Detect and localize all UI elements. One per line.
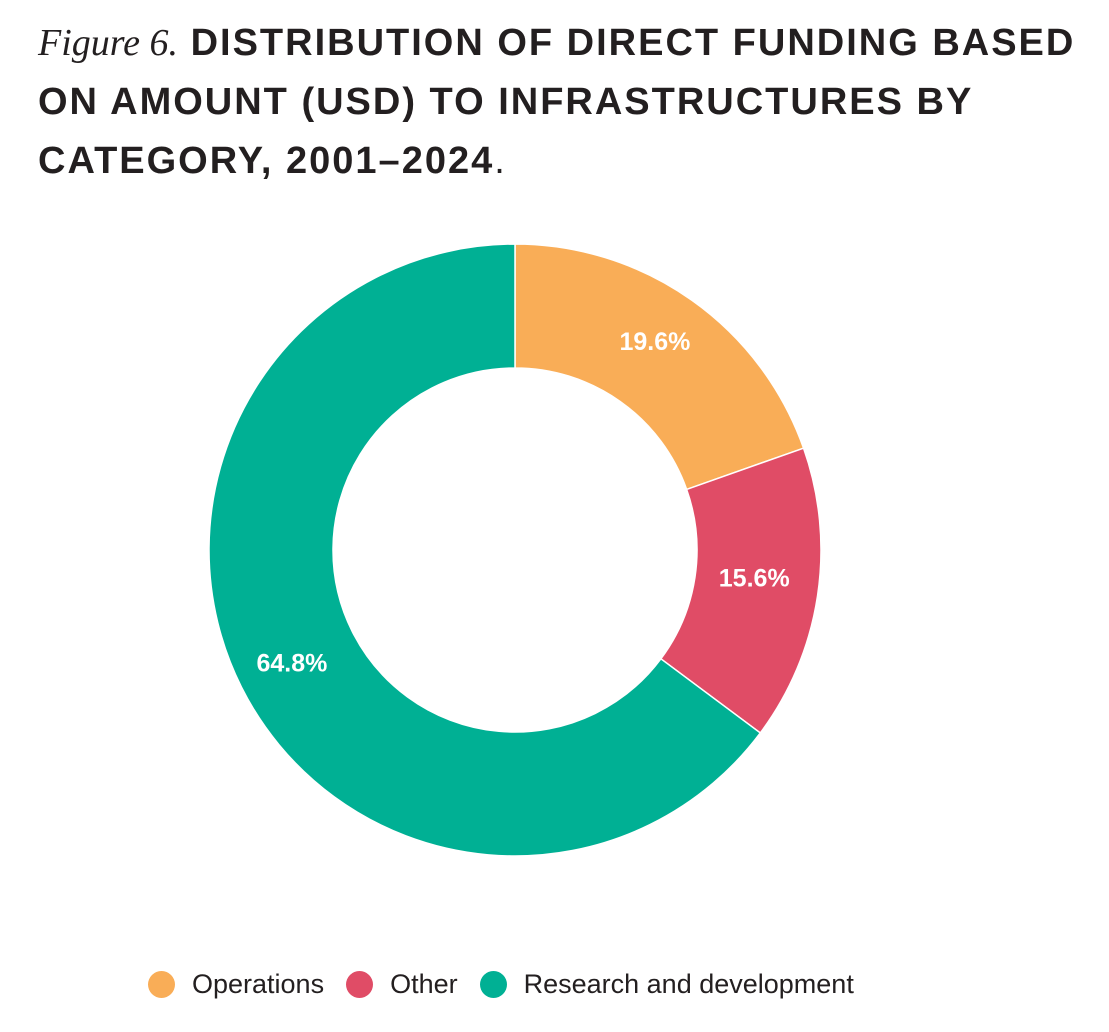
legend-label-research-and-development: Research and development <box>523 968 854 999</box>
figure-label: Figure 6. <box>38 22 179 64</box>
legend-label-other: Other <box>390 968 458 999</box>
chart-title-text: DISTRIBUTION OF DIRECT FUNDING BASED ON … <box>38 22 1076 182</box>
legend-label-operations: Operations <box>192 968 325 999</box>
donut-slice-operations <box>514 243 805 491</box>
legend-swatch-other <box>346 970 374 998</box>
chart-title: Figure 6. DISTRIBUTION OF DIRECT FUNDING… <box>38 14 1098 191</box>
legend-item-other: Other <box>346 969 458 1000</box>
legend-item-research-and-development: Research and development <box>479 968 854 1000</box>
data-label-operations: 19.6% <box>619 328 690 356</box>
legend-swatch-operations <box>148 970 175 998</box>
legend-item-operations: Operations <box>148 969 324 1000</box>
chart-title-period: . <box>494 140 507 182</box>
data-label-other: 15.6% <box>719 565 790 593</box>
chart-legend: Operations Other Research and developmen… <box>148 962 876 1006</box>
donut-slice-other <box>659 447 822 735</box>
legend-swatch-research-and-development <box>479 970 507 998</box>
data-label-research-and-development: 64.8% <box>256 649 327 677</box>
donut-slice-research-and-development <box>208 243 762 857</box>
